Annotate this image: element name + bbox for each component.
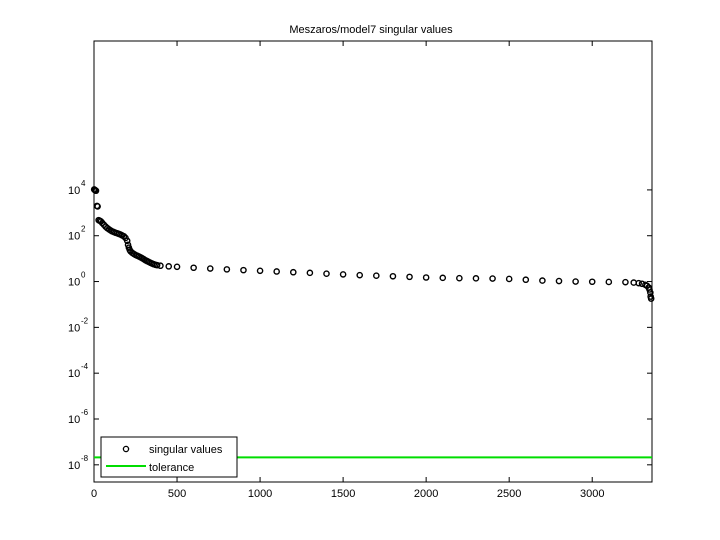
data-point bbox=[94, 203, 101, 210]
y-tick-label-exponent: -2 bbox=[81, 316, 89, 325]
y-tick-label-base: 10 bbox=[68, 460, 80, 472]
data-point bbox=[622, 278, 629, 286]
data-point bbox=[605, 278, 613, 286]
data-point bbox=[173, 263, 181, 271]
chart-title: Meszaros/model7 singular values bbox=[289, 24, 453, 36]
y-tick-label-exponent: -8 bbox=[81, 454, 89, 463]
data-point bbox=[92, 187, 100, 195]
y-tick-label-base: 10 bbox=[68, 368, 80, 380]
data-point bbox=[505, 275, 513, 283]
x-tick-label: 1000 bbox=[248, 488, 272, 500]
data-point bbox=[389, 272, 397, 280]
y-tick-label-base: 10 bbox=[68, 231, 80, 243]
data-point bbox=[339, 271, 347, 278]
data-point bbox=[456, 274, 463, 282]
legend-box bbox=[100, 436, 238, 478]
y-tick-label-exponent: -4 bbox=[81, 362, 89, 371]
x-tick-label: 2000 bbox=[414, 488, 438, 500]
y-tick-label-base: 10 bbox=[68, 414, 80, 426]
data-point bbox=[157, 262, 164, 270]
legend-label-singular-values: singular values bbox=[149, 444, 223, 456]
data-point bbox=[323, 270, 330, 278]
data-point bbox=[635, 279, 643, 287]
data-point bbox=[190, 264, 197, 272]
data-point bbox=[647, 295, 655, 302]
legend: singular values tolerance bbox=[100, 436, 238, 478]
y-tick-label-exponent: -6 bbox=[81, 408, 89, 417]
data-point bbox=[572, 278, 579, 285]
data-point bbox=[206, 265, 214, 272]
data-point bbox=[439, 274, 447, 282]
legend-marker-singular-values bbox=[122, 445, 130, 453]
data-point bbox=[165, 263, 173, 270]
y-tick-label-base: 10 bbox=[68, 185, 80, 197]
data-point bbox=[223, 266, 231, 273]
data-point bbox=[306, 269, 314, 277]
y-tick-label-exponent: 4 bbox=[81, 179, 86, 188]
data-point bbox=[539, 277, 546, 284]
data-point bbox=[289, 268, 297, 276]
data-point bbox=[489, 275, 496, 282]
data-point bbox=[647, 289, 654, 296]
y-tick-label-base: 10 bbox=[68, 277, 80, 289]
x-tick-label: 1500 bbox=[331, 488, 355, 500]
data-point bbox=[522, 276, 530, 284]
data-point bbox=[123, 237, 131, 245]
data-point bbox=[555, 277, 563, 285]
data-point bbox=[472, 275, 480, 282]
plot-area bbox=[93, 40, 653, 483]
y-tick-label-exponent: 2 bbox=[81, 225, 86, 234]
y-tick-label-exponent: 0 bbox=[81, 271, 86, 280]
data-point bbox=[588, 278, 596, 286]
data-point bbox=[422, 274, 430, 281]
legend-label-tolerance: tolerance bbox=[149, 462, 194, 474]
x-tick-label: 3000 bbox=[580, 488, 604, 500]
data-point bbox=[153, 261, 161, 269]
data-point bbox=[273, 268, 280, 275]
x-tick-label: 0 bbox=[91, 488, 97, 500]
data-point bbox=[120, 232, 128, 240]
x-tick-label: 500 bbox=[168, 488, 186, 500]
data-point bbox=[406, 273, 413, 281]
data-point bbox=[240, 266, 247, 274]
data-point bbox=[356, 271, 364, 279]
data-point bbox=[256, 267, 264, 275]
data-point bbox=[373, 272, 380, 280]
x-tick-label: 2500 bbox=[497, 488, 521, 500]
data-point bbox=[646, 286, 653, 293]
y-tick-label-base: 10 bbox=[68, 322, 80, 334]
